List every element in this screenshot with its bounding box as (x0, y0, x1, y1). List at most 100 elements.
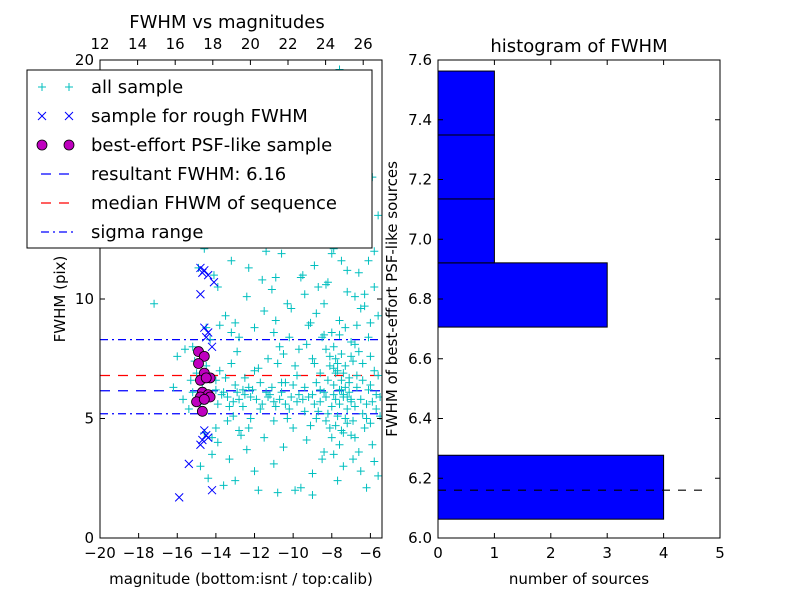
point-rough-fwhm (174, 493, 184, 502)
hist-y-tick-label: 7.2 (408, 171, 432, 189)
hist-y-tick-label: 6.2 (408, 469, 432, 487)
point-all-sample (231, 381, 240, 390)
point-all-sample (352, 321, 361, 330)
point-all-sample (269, 416, 278, 425)
point-all-sample (283, 299, 292, 308)
point-all-sample (237, 431, 245, 440)
hist-x-tick-label: 1 (490, 544, 500, 562)
hist-y-tick-label: 6.0 (408, 529, 432, 547)
point-all-sample (325, 424, 334, 433)
histogram-xlabel: number of sources (509, 570, 649, 588)
reference-lines (100, 338, 382, 415)
point-all-sample (250, 366, 259, 375)
point-all-sample (279, 443, 288, 452)
point-all-sample (277, 249, 286, 258)
point-all-sample (244, 424, 253, 433)
hist-y-tick-label: 7.0 (408, 230, 432, 248)
histogram-bars (437, 70, 665, 520)
point-all-sample (250, 467, 259, 476)
hist-y-tick-label: 6.8 (408, 290, 432, 308)
legend-entry: sigma range (41, 222, 203, 243)
point-all-sample (300, 407, 309, 416)
x-tick-label: −10 (277, 544, 309, 562)
point-all-sample (287, 392, 296, 401)
point-all-sample (271, 316, 280, 325)
point-all-sample (356, 395, 365, 404)
point-all-sample (242, 445, 251, 454)
point-psf-like (198, 350, 210, 362)
point-all-sample (208, 450, 217, 459)
point-all-sample (368, 440, 377, 449)
point-all-sample (281, 400, 290, 409)
point-all-sample (321, 280, 330, 289)
point-all-sample (312, 309, 321, 318)
point-all-sample (376, 392, 382, 401)
point-all-sample (227, 359, 236, 368)
point-all-sample (370, 366, 379, 375)
point-all-sample (374, 371, 382, 380)
point-all-sample (273, 488, 282, 497)
legend-x-icon (37, 111, 47, 121)
point-all-sample (310, 400, 319, 409)
point-rough-fwhm (196, 440, 205, 450)
point-all-sample (370, 283, 379, 292)
point-all-sample (341, 414, 350, 423)
point-all-sample (184, 404, 193, 413)
point-all-sample (335, 440, 344, 449)
point-all-sample (362, 483, 371, 492)
point-all-sample (323, 409, 332, 418)
point-all-sample (219, 481, 228, 490)
top-x-tick-label: 18 (203, 35, 222, 53)
point-all-sample (264, 392, 273, 401)
y-tick-label: 20 (75, 51, 94, 69)
point-rough-fwhm (199, 265, 209, 275)
histogram-bar (437, 70, 495, 136)
point-all-sample (287, 304, 296, 313)
point-all-sample (180, 345, 189, 354)
point-all-sample (262, 388, 271, 397)
point-all-sample (256, 378, 265, 387)
point-all-sample (354, 347, 363, 356)
point-all-sample (318, 455, 327, 464)
point-all-sample (316, 369, 325, 378)
point-all-sample (308, 469, 317, 478)
point-all-sample (296, 273, 305, 282)
point-all-sample (316, 397, 325, 406)
point-rough-fwhm (199, 323, 209, 333)
top-x-tick-label: 14 (128, 35, 147, 53)
point-all-sample (343, 404, 352, 413)
point-all-sample (223, 416, 232, 425)
point-all-sample (179, 395, 188, 404)
point-all-sample (221, 311, 230, 320)
legend-entry: resultant FWHM: 6.16 (41, 164, 286, 185)
point-all-sample (235, 395, 244, 404)
point-all-sample (269, 328, 278, 337)
point-all-sample (298, 395, 307, 404)
y-tick-label: 0 (84, 529, 94, 547)
point-all-sample (291, 361, 300, 370)
point-rough-fwhm (201, 332, 211, 342)
point-all-sample (356, 467, 365, 476)
point-all-sample (308, 354, 317, 363)
point-all-sample (213, 438, 222, 447)
legend-entry: all sample (38, 77, 183, 98)
point-all-sample (350, 433, 359, 442)
top-x-tick-label: 26 (354, 35, 373, 53)
point-rough-fwhm (207, 485, 217, 495)
point-all-sample (360, 424, 369, 433)
point-all-sample (329, 390, 338, 399)
point-all-sample (238, 402, 247, 411)
point-all-sample (335, 316, 344, 325)
point-all-sample (213, 400, 222, 409)
point-all-sample (354, 268, 363, 277)
point-all-sample (320, 330, 329, 339)
point-all-sample (321, 345, 330, 354)
point-all-sample (293, 371, 302, 380)
scatter-plot: FWHM vs magnitudes −20 −18 −16 −14 −12 −10 −8−… (26, 12, 383, 588)
point-all-sample (229, 397, 238, 406)
point-rough-fwhm (209, 277, 219, 287)
point-all-sample (366, 318, 375, 327)
point-all-sample (302, 340, 311, 349)
point-all-sample (306, 318, 315, 327)
histogram-bar (437, 134, 495, 200)
